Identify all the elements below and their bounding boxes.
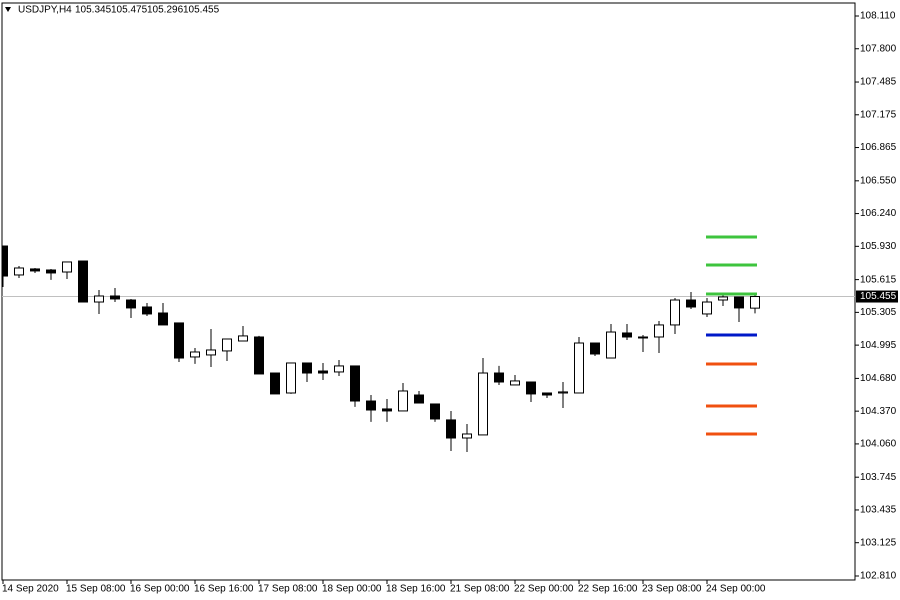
candle-body <box>302 362 312 374</box>
y-tick-label: 105.615 <box>860 274 897 285</box>
y-tick-label: 106.550 <box>860 175 897 186</box>
candle-body <box>494 372 504 383</box>
y-tick-label: 106.865 <box>860 142 897 153</box>
y-tick-label: 107.485 <box>860 77 897 88</box>
candle-body <box>62 261 72 273</box>
candle-body <box>78 260 88 303</box>
candle-body <box>542 392 552 396</box>
candle-body <box>238 335 248 342</box>
candle-body <box>606 331 616 359</box>
y-tick-label: 105.930 <box>860 241 897 252</box>
candle-body <box>318 370 328 374</box>
y-tick-label: 108.110 <box>860 11 896 22</box>
candle-body <box>510 380 520 386</box>
plot-frame <box>1 2 856 581</box>
y-tick-label: 102.810 <box>860 571 897 582</box>
candle-body <box>30 268 40 272</box>
candle-body <box>190 351 200 358</box>
candle-body <box>110 295 120 300</box>
y-tick-label: 105.305 <box>860 307 897 318</box>
candle-body <box>446 419 456 439</box>
candle-body <box>718 296 728 301</box>
candle-body <box>206 349 216 356</box>
collapse-arrow[interactable] <box>5 7 11 12</box>
candle-body <box>126 299 136 309</box>
candle-body <box>590 342 600 355</box>
candle-body <box>478 372 488 436</box>
price-label-box <box>856 290 898 303</box>
candle-body <box>46 269 56 274</box>
candle-body <box>430 403 440 420</box>
candle-body <box>750 296 760 309</box>
candle-body <box>142 306 152 315</box>
candle-body <box>158 312 168 326</box>
candle-body <box>254 336 264 375</box>
last-low: 105.296 <box>147 5 184 16</box>
candle-body <box>654 324 664 338</box>
candle-body <box>526 381 536 395</box>
candle-body <box>414 394 424 404</box>
x-tick-label: 14 Sep 2020 <box>2 584 59 595</box>
last-high: 105.475 <box>111 5 148 16</box>
candle-body <box>174 322 184 359</box>
y-tick-label: 103.435 <box>860 505 897 516</box>
y-tick-label: 103.745 <box>860 472 897 483</box>
candle-body <box>366 400 376 411</box>
x-tick-label: 22 Sep 00:00 <box>514 584 574 595</box>
candle-body <box>94 295 104 303</box>
x-tick-label: 15 Sep 08:00 <box>66 584 126 595</box>
candle-body <box>398 390 408 412</box>
x-tick-label: 24 Sep 00:00 <box>706 584 766 595</box>
candle-body <box>286 362 296 394</box>
candle-body <box>734 296 744 309</box>
symbol: USDJPY,H4 <box>18 5 72 16</box>
price-label: 105.455 <box>860 291 897 302</box>
last-open: 105.345 <box>75 5 112 16</box>
x-tick-label: 16 Sep 00:00 <box>130 584 190 595</box>
y-tick-label: 107.175 <box>860 109 897 120</box>
x-tick-label: 18 Sep 16:00 <box>386 584 446 595</box>
last-close: 105.455 <box>183 5 220 16</box>
x-tick-label: 16 Sep 16:00 <box>194 584 254 595</box>
y-tick-label: 103.125 <box>860 537 897 548</box>
candle-body <box>270 372 280 395</box>
candle-body <box>14 267 24 276</box>
candle-body <box>622 332 632 338</box>
candle-body <box>638 336 648 339</box>
y-tick-label: 104.995 <box>860 340 897 351</box>
x-tick-label: 18 Sep 00:00 <box>322 584 382 595</box>
x-tick-label: 17 Sep 08:00 <box>258 584 318 595</box>
candle-body <box>382 408 392 412</box>
candle-body <box>702 301 712 315</box>
y-tick-label: 107.800 <box>860 43 897 54</box>
candle-body <box>574 342 584 394</box>
x-tick-label: 23 Sep 08:00 <box>642 584 702 595</box>
y-tick-label: 104.680 <box>860 373 897 384</box>
candle-body <box>462 433 472 439</box>
candle-body <box>670 299 680 326</box>
y-tick-label: 104.060 <box>860 439 897 450</box>
x-tick-label: 22 Sep 16:00 <box>578 584 638 595</box>
candle-body <box>686 299 696 308</box>
y-tick-label: 104.370 <box>860 406 897 417</box>
candle-body <box>558 391 568 394</box>
candle-body <box>334 365 344 373</box>
candle-body <box>350 365 360 402</box>
plot-area <box>2 235 855 452</box>
candle-body <box>222 338 232 352</box>
candle-body <box>2 245 8 277</box>
y-tick-label: 106.240 <box>860 208 897 219</box>
x-tick-label: 21 Sep 08:00 <box>450 584 510 595</box>
